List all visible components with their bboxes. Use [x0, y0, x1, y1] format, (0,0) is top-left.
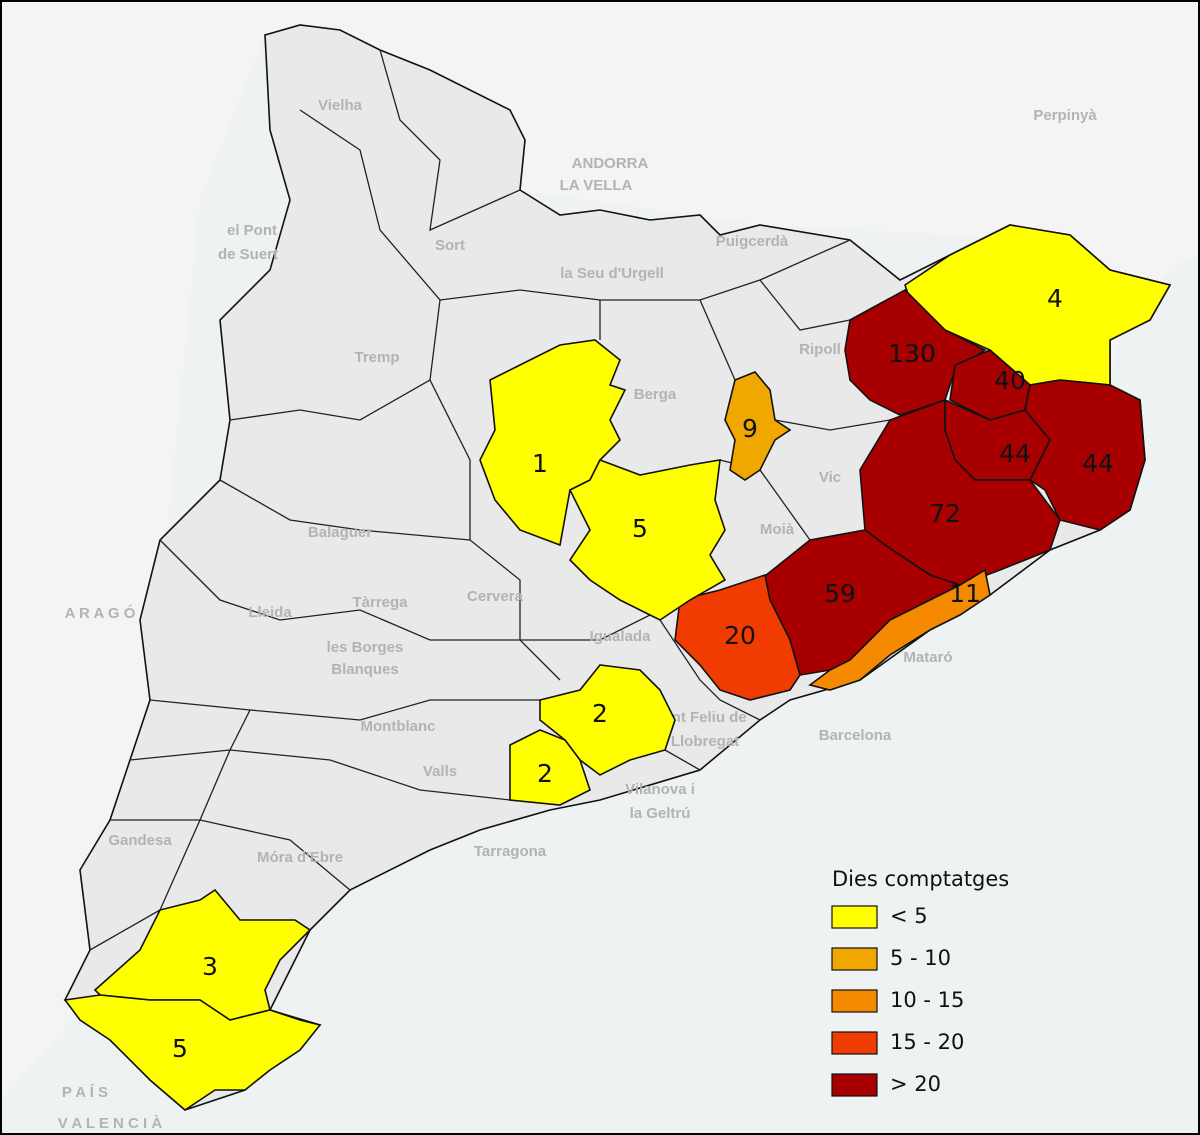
place-label: Lleida — [248, 604, 292, 621]
place-label: A R A G Ó — [65, 604, 136, 622]
place-label: Perpinyà — [1033, 107, 1097, 124]
region-value: 1 — [532, 449, 548, 478]
comarca-borders — [89, 49, 891, 951]
region — [674, 573, 801, 701]
place-label: la Geltrú — [630, 805, 691, 822]
region-value: 44 — [1082, 449, 1114, 478]
place-label: Llobregat — [671, 733, 739, 750]
place-label: Berga — [634, 386, 677, 403]
place-label: Montblanc — [361, 718, 436, 735]
legend-swatch — [831, 989, 878, 1013]
place-label: Vic — [819, 469, 841, 486]
region-value: 5 — [172, 1034, 188, 1063]
place-label: Tarragona — [474, 843, 547, 860]
place-label: el Pont — [227, 222, 277, 239]
place-label: Moià — [760, 521, 795, 538]
legend-label: 5 - 10 — [890, 946, 951, 970]
regions — [63, 224, 1172, 1112]
region — [479, 339, 627, 547]
place-label: de Suert — [218, 246, 278, 263]
land — [0, 0, 1200, 1100]
place-label: LA VELLA — [560, 177, 633, 194]
place-label: Tremp — [354, 349, 399, 366]
place-label: Sant Feliu de — [653, 709, 746, 726]
place-label: Igualada — [590, 628, 652, 645]
region-value: 44 — [999, 439, 1031, 468]
region — [724, 371, 792, 481]
place-label: Valls — [423, 763, 457, 780]
legend-swatch — [831, 905, 878, 929]
region-value: 3 — [202, 952, 218, 981]
region-value: 72 — [929, 499, 961, 528]
place-label: Gandesa — [108, 832, 172, 849]
place-label: Balaguer — [308, 524, 372, 541]
place-label: Puigcerdà — [716, 233, 789, 250]
legend-swatch — [831, 947, 878, 971]
place-label: Vielha — [318, 97, 363, 114]
legend-label: 15 - 20 — [890, 1030, 964, 1054]
place-label: Mataró — [903, 649, 952, 666]
region-value: 11 — [949, 579, 981, 608]
region — [568, 458, 727, 621]
region-value: 4 — [1047, 284, 1063, 313]
region-value: 9 — [742, 414, 758, 443]
place-label: P A Í S — [62, 1084, 108, 1101]
legend-label: > 20 — [890, 1072, 941, 1096]
region-value: 59 — [824, 579, 856, 608]
place-label: Ripoll — [799, 341, 841, 358]
region-value: 5 — [632, 514, 648, 543]
place-label: V A L E N C I À — [58, 1115, 163, 1132]
legend-swatch — [831, 1073, 878, 1097]
region — [63, 994, 322, 1112]
region-value: 130 — [888, 339, 936, 368]
place-label: Vilanova i — [625, 781, 695, 798]
place-label: Sort — [435, 237, 465, 254]
place-label: ANDORRA — [572, 155, 649, 172]
place-label: les Borges — [327, 639, 404, 656]
region-value: 2 — [592, 699, 608, 728]
legend-label: < 5 — [890, 904, 928, 928]
legend-title: Dies comptatges — [832, 867, 1009, 891]
region-value: 20 — [724, 621, 756, 650]
place-label: Móra d'Ebre — [257, 849, 343, 866]
region — [1024, 379, 1146, 531]
region-value: 40 — [994, 366, 1026, 395]
place-label: Tàrrega — [352, 594, 408, 611]
place-label: Blanques — [331, 661, 399, 678]
place-label: Barcelona — [819, 727, 892, 744]
region — [509, 729, 591, 806]
place-label: la Seu d'Urgell — [560, 265, 664, 282]
region-value: 2 — [537, 759, 553, 788]
region — [808, 568, 991, 691]
legend-swatch — [831, 1031, 878, 1055]
place-label: Cervera — [467, 588, 524, 605]
legend-label: 10 - 15 — [890, 988, 964, 1012]
